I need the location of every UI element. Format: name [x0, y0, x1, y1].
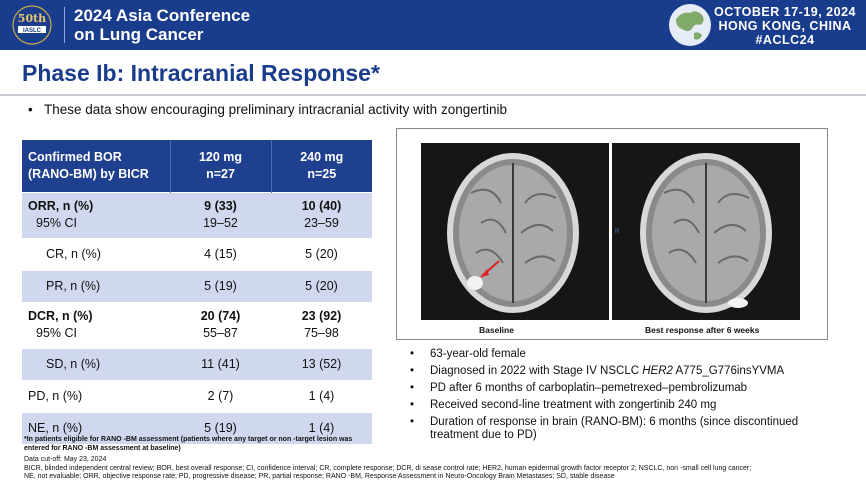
- conference-title: 2024 Asia Conference on Lung Cancer: [74, 6, 250, 44]
- abbreviations-line1: BICR, blinded independent central review…: [24, 464, 752, 472]
- row-value-240: 1 (4): [271, 411, 372, 444]
- banner-divider: [64, 7, 65, 43]
- logo-iaslc: IASLC: [23, 28, 42, 34]
- row-label: CR, n (%): [22, 237, 170, 270]
- table-header-row: Confirmed BOR (RANO-BM) by BICR 120 mg n…: [22, 140, 372, 192]
- table-footnote: *In patients eligible for RANO -BM asses…: [24, 436, 353, 452]
- conference-date: OCTOBER 17-19, 2024: [714, 5, 856, 19]
- best-response-caption: Best response after 6 weeks: [645, 325, 760, 335]
- table-row-dcr: DCR, n (%) 95% CI 20 (74) 55–87 23 (92) …: [22, 301, 372, 348]
- gene-name: HER2: [642, 365, 673, 377]
- iaslc-anniversary-logo: 50th IASLC: [12, 5, 52, 45]
- row-label: DCR, n (%): [28, 309, 93, 323]
- row-value-120: 5 (19): [170, 411, 271, 444]
- conference-banner: 50th IASLC 2024 Asia Conference on Lung …: [0, 0, 866, 50]
- conference-title-line2: on Lung Cancer: [74, 25, 204, 44]
- row-label: ORR, n (%): [28, 199, 94, 213]
- list-item: • 63-year-old female: [410, 348, 526, 360]
- header-240mg: 240 mg n=25: [271, 140, 372, 192]
- list-item: • Diagnosed in 2022 with Stage IV NSCLC H…: [410, 365, 785, 377]
- data-cutoff: Data cut-off: May 23, 2024: [24, 456, 107, 463]
- row-value-240: 5 (20): [271, 237, 372, 270]
- conference-details: OCTOBER 17-19, 2024 HONG KONG, CHINA #AC…: [714, 5, 856, 47]
- baseline-caption: Baseline: [479, 325, 514, 335]
- baseline-mri-image: [421, 143, 609, 320]
- logo-fifty: 50th: [18, 12, 46, 25]
- row-sublabel: 95% CI: [36, 326, 77, 340]
- best-response-mri-image: [612, 143, 800, 320]
- row-label: SD, n (%): [22, 347, 170, 380]
- mri-image-panel: R Baseline Best response after 6 weeks: [396, 128, 828, 340]
- conference-hashtag: #ACLC24: [755, 33, 815, 47]
- row-value-240: 5 (20): [271, 269, 372, 302]
- intro-bullet-text: These data show encouraging preliminary …: [44, 102, 507, 117]
- conference-title-line1: 2024 Asia Conference: [74, 6, 251, 25]
- row-label: NE, n (%): [22, 411, 170, 444]
- slide-title: Phase Ib: Intracranial Response*: [22, 60, 380, 86]
- table-row-pd: PD, n (%) 2 (7) 1 (4): [22, 379, 372, 412]
- bullet-dot: •: [28, 102, 33, 117]
- row-ci-120: 55–87: [203, 326, 238, 340]
- row-value-240: 1 (4): [271, 379, 372, 412]
- table-row-sd: SD, n (%) 11 (41) 13 (52): [22, 347, 372, 380]
- row-value-120: 2 (7): [170, 379, 271, 412]
- row-label: PD, n (%): [22, 379, 170, 412]
- intracranial-response-table: Confirmed BOR (RANO-BM) by BICR 120 mg n…: [22, 140, 372, 444]
- bullet-dot: •: [410, 416, 415, 428]
- list-item: • Received second-line treatment with zon…: [410, 399, 717, 411]
- conference-location: HONG KONG, CHINA: [718, 19, 852, 33]
- list-item: • Duration of response in brain (RANO-BM)…: [410, 416, 799, 441]
- globe-icon: [669, 4, 711, 46]
- table-row-orr: ORR, n (%) 95% CI 9 (33) 19–52 10 (40) 2…: [22, 191, 372, 238]
- row-value-240: 23 (92): [301, 309, 342, 323]
- abbreviations-line2: NE, not evaluable; ORR, objective respon…: [24, 473, 615, 480]
- header-120mg: 120 mg n=27: [170, 140, 272, 192]
- bullet-dot: •: [410, 365, 415, 377]
- row-value-240: 13 (52): [271, 347, 372, 380]
- row-value-120: 5 (19): [170, 269, 271, 302]
- row-sublabel: 95% CI: [36, 216, 77, 230]
- row-ci-120: 19–52: [203, 216, 238, 230]
- row-value-120: 4 (15): [170, 237, 271, 270]
- list-item: • PD after 6 months of carboplatin–pemetr…: [410, 382, 748, 394]
- intro-bullet: • These data show encouraging preliminar…: [28, 102, 507, 117]
- row-label: PR, n (%): [22, 269, 170, 302]
- row-value-120: 9 (33): [204, 199, 237, 213]
- table-row-ne: NE, n (%) 5 (19) 1 (4): [22, 411, 372, 444]
- header-bor: Confirmed BOR (RANO-BM) by BICR: [22, 140, 171, 192]
- bullet-dot: •: [410, 348, 415, 360]
- case-details-list: • 63-year-old female • Diagnosed in 2022 w…: [410, 348, 840, 446]
- row-ci-240: 75–98: [304, 326, 339, 340]
- title-divider: [0, 94, 866, 96]
- bullet-dot: •: [410, 382, 415, 394]
- table-row-cr: CR, n (%) 4 (15) 5 (20): [22, 237, 372, 270]
- table-row-pr: PR, n (%) 5 (19) 5 (20): [22, 269, 372, 302]
- row-ci-240: 23–59: [304, 216, 339, 230]
- row-value-120: 20 (74): [200, 309, 241, 323]
- image-marker: R: [615, 229, 620, 235]
- row-value-120: 11 (41): [170, 347, 271, 380]
- abbreviations: Data cut-off: May 23, 2024 BICR, blinded…: [24, 456, 824, 482]
- bullet-dot: •: [410, 399, 415, 411]
- row-value-240: 10 (40): [301, 199, 342, 213]
